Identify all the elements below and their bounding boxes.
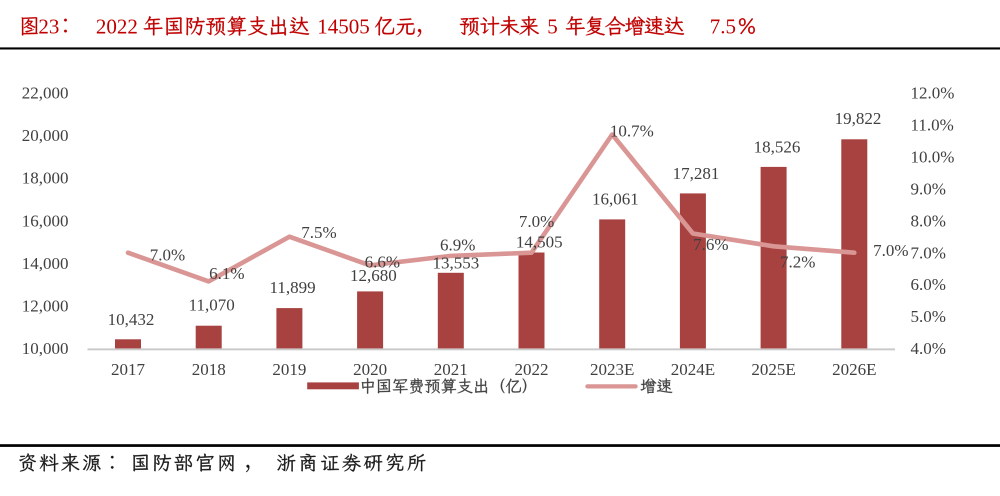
svg-text:18,526: 18,526 <box>754 138 801 157</box>
svg-text:10,000: 10,000 <box>22 339 69 358</box>
svg-text:7.0%: 7.0% <box>150 245 185 264</box>
svg-text:14,505: 14,505 <box>516 233 563 252</box>
svg-text:2019: 2019 <box>272 360 306 379</box>
svg-text:10.0%: 10.0% <box>911 147 955 166</box>
svg-text:2024E: 2024E <box>671 360 715 379</box>
svg-text:10.7%: 10.7% <box>610 122 654 141</box>
svg-text:6.0%: 6.0% <box>911 275 946 294</box>
svg-text:6.6%: 6.6% <box>365 252 400 271</box>
svg-text:7.5: 7.5 <box>710 14 736 38</box>
svg-text:2021: 2021 <box>434 360 468 379</box>
svg-text:22,000: 22,000 <box>22 84 69 103</box>
svg-text:14505: 14505 <box>317 14 370 38</box>
svg-text:12.0%: 12.0% <box>911 84 955 103</box>
svg-text:2022: 2022 <box>515 360 549 379</box>
svg-text:12,680: 12,680 <box>350 266 397 285</box>
svg-text:7.0%: 7.0% <box>911 243 946 262</box>
svg-text:16,061: 16,061 <box>592 189 639 208</box>
svg-text:20,000: 20,000 <box>22 126 69 145</box>
svg-text:19,822: 19,822 <box>835 109 882 128</box>
svg-text:10,432: 10,432 <box>108 310 155 329</box>
svg-text:17,281: 17,281 <box>673 164 720 183</box>
svg-text:11,070: 11,070 <box>189 296 235 315</box>
svg-text:18,000: 18,000 <box>22 169 69 188</box>
svg-text:6.1%: 6.1% <box>209 264 244 283</box>
svg-text:7.6%: 7.6% <box>693 235 728 254</box>
svg-text:2023E: 2023E <box>590 360 634 379</box>
svg-text:4.0%: 4.0% <box>911 339 946 358</box>
svg-text:2026E: 2026E <box>832 360 876 379</box>
svg-text:7.2%: 7.2% <box>780 253 815 272</box>
svg-text:7.5%: 7.5% <box>301 223 336 242</box>
svg-text:11.0%: 11.0% <box>911 116 954 135</box>
svg-text:16,000: 16,000 <box>22 211 69 230</box>
svg-text:2025E: 2025E <box>751 360 795 379</box>
svg-text:5.0%: 5.0% <box>911 307 946 326</box>
svg-text:5: 5 <box>547 14 558 38</box>
svg-text:6.9%: 6.9% <box>440 235 475 254</box>
svg-text:8.0%: 8.0% <box>911 211 946 230</box>
svg-text:23: 23 <box>38 14 59 38</box>
svg-text:13,553: 13,553 <box>433 254 480 273</box>
svg-text:11,899: 11,899 <box>270 278 316 297</box>
svg-text:9.0%: 9.0% <box>911 179 946 198</box>
svg-text:14,000: 14,000 <box>22 254 69 273</box>
svg-text:2017: 2017 <box>111 360 146 379</box>
svg-text:2020: 2020 <box>353 360 387 379</box>
svg-text:7.0%: 7.0% <box>519 212 554 231</box>
svg-text:7.0%: 7.0% <box>873 241 908 260</box>
svg-text:2018: 2018 <box>192 360 226 379</box>
svg-text:12,000: 12,000 <box>22 297 69 316</box>
svg-text:2022: 2022 <box>96 14 138 38</box>
